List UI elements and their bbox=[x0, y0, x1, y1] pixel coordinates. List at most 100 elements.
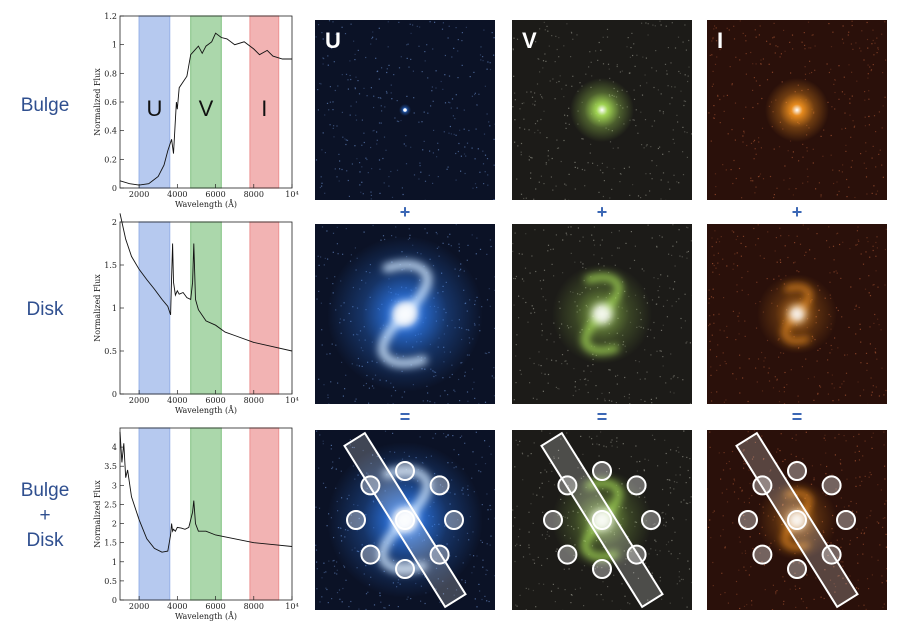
noise-speckle bbox=[708, 20, 887, 199]
filter-band bbox=[190, 15, 222, 189]
band-label: V bbox=[199, 96, 214, 121]
galaxy-core bbox=[392, 301, 418, 327]
image-panel-disk-v bbox=[512, 224, 692, 404]
band-label: U bbox=[146, 96, 162, 121]
x-tick-label: 4000 bbox=[167, 602, 187, 611]
y-tick-label: 0.4 bbox=[104, 127, 117, 136]
y-tick-label: 2.5 bbox=[104, 500, 117, 509]
galaxy-core bbox=[591, 509, 613, 531]
aperture-circle bbox=[738, 510, 758, 530]
plus-sign: + bbox=[791, 202, 803, 222]
aperture-circle bbox=[592, 510, 612, 530]
aperture-circle bbox=[787, 461, 807, 481]
disk-i-image bbox=[707, 224, 887, 404]
aperture-circle bbox=[626, 475, 647, 496]
y-tick-label: 1 bbox=[112, 558, 117, 567]
spectrum-plot: 2000 4000 6000 8000 10⁴ 0 0.5 1 1.5 2 Wavelength (… bbox=[93, 213, 299, 415]
aperture-circle bbox=[360, 475, 381, 496]
aperture-circle bbox=[752, 544, 773, 565]
aperture-circle bbox=[752, 475, 773, 496]
y-tick-label: 0 bbox=[112, 596, 117, 605]
aperture-circle bbox=[429, 544, 450, 565]
equals-sign: = bbox=[399, 407, 411, 427]
aperture-circle bbox=[787, 510, 807, 530]
x-tick-label: 4000 bbox=[167, 396, 187, 405]
filter-band bbox=[138, 15, 171, 189]
y-tick-label: 0.6 bbox=[104, 98, 117, 107]
band-letter: U bbox=[325, 28, 341, 53]
point-core bbox=[403, 108, 407, 112]
y-tick-label: 0.2 bbox=[104, 155, 117, 164]
aperture-circle bbox=[346, 510, 366, 530]
y-axis-label: Normalized Flux bbox=[93, 68, 102, 136]
aperture-circle bbox=[821, 544, 842, 565]
plus-sign: + bbox=[596, 202, 608, 222]
row-label-line: Bulge bbox=[20, 480, 70, 501]
x-tick-label: 10⁴ bbox=[285, 396, 298, 405]
x-tick-label: 2000 bbox=[129, 396, 149, 405]
spiral-arms bbox=[581, 479, 623, 561]
aperture-circle bbox=[821, 475, 842, 496]
y-tick-label: 1.5 bbox=[104, 539, 117, 548]
band-label: I bbox=[261, 96, 267, 121]
y-tick-label: 1 bbox=[112, 41, 117, 50]
disk-v-image bbox=[512, 224, 692, 404]
spiral-arms bbox=[378, 260, 432, 368]
aperture-circle bbox=[444, 510, 464, 530]
aperture-circle bbox=[592, 559, 612, 579]
bulge-v-image bbox=[512, 20, 692, 200]
y-tick-label: 0 bbox=[112, 184, 117, 193]
combined-u-image bbox=[315, 430, 495, 610]
aperture-circle bbox=[429, 475, 450, 496]
aperture-circle bbox=[836, 510, 856, 530]
y-axis-label: Normalized Flux bbox=[93, 274, 102, 342]
aperture-ring bbox=[543, 461, 661, 579]
filter-band bbox=[138, 221, 171, 395]
disk-u-image bbox=[315, 224, 495, 404]
y-tick-label: 0.5 bbox=[104, 347, 117, 356]
y-tick-label: 1.5 bbox=[104, 261, 117, 270]
x-tick-label: 4000 bbox=[167, 190, 187, 199]
y-tick-label: 1.2 bbox=[104, 12, 117, 21]
x-tick-label: 10⁴ bbox=[285, 602, 298, 611]
spectrum-chart-bulge-disk: 2000 4000 6000 8000 10⁴ 0 0.5 1 1.5 2 2.5 3 3.5 4 Wave… bbox=[90, 420, 300, 621]
y-tick-label: 3 bbox=[112, 481, 117, 490]
x-axis-label: Wavelength (Å) bbox=[175, 612, 237, 621]
aperture-circle bbox=[543, 510, 563, 530]
aperture-circle bbox=[626, 544, 647, 565]
row-label-line: Disk bbox=[26, 299, 64, 320]
x-tick-label: 6000 bbox=[205, 190, 225, 199]
x-tick-label: 8000 bbox=[244, 602, 264, 611]
aperture-ring bbox=[346, 461, 464, 579]
y-tick-label: 1 bbox=[112, 304, 117, 313]
galaxy-core bbox=[788, 511, 806, 529]
image-panel-bulge-i: I bbox=[707, 20, 887, 200]
aperture-circle bbox=[395, 461, 415, 481]
y-tick-label: 2 bbox=[112, 218, 117, 227]
x-tick-label: 8000 bbox=[244, 396, 264, 405]
bulge-u-image bbox=[315, 20, 495, 200]
row-label-bulge: Bulge bbox=[0, 93, 90, 118]
aperture-circle bbox=[395, 510, 415, 530]
spiral-arms bbox=[781, 284, 813, 344]
y-tick-label: 0 bbox=[112, 390, 117, 399]
plot-frame bbox=[119, 427, 293, 601]
aperture-circle bbox=[557, 475, 578, 496]
spiral-arms bbox=[581, 273, 623, 355]
x-tick-label: 2000 bbox=[129, 602, 149, 611]
image-panel-bulge-u: U bbox=[315, 20, 495, 200]
band-letter: V bbox=[522, 28, 537, 53]
galaxy-core bbox=[788, 305, 806, 323]
spectrum-line bbox=[119, 32, 292, 186]
bulge-i-image bbox=[707, 20, 887, 200]
x-tick-label: 2000 bbox=[129, 190, 149, 199]
x-tick-label: 6000 bbox=[205, 602, 225, 611]
row-label-line: + bbox=[39, 505, 51, 526]
combined-v-image bbox=[512, 430, 692, 610]
aperture-circle bbox=[360, 544, 381, 565]
y-tick-label: 0.5 bbox=[104, 577, 117, 586]
band-letter: I bbox=[717, 28, 724, 53]
spectrum-chart-bulge: U V I 2000 4000 6000 8000 10⁴ 0 0.2 0.4 0.6 0.8 1 1.2 W… bbox=[90, 8, 300, 209]
spiral-arms bbox=[378, 466, 432, 574]
